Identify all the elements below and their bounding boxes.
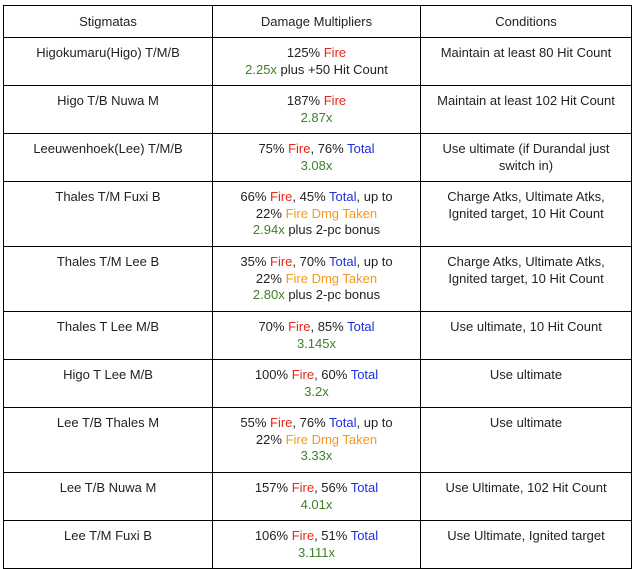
table-row: Leeuwenhoek(Lee) T/M/B 75% Fire, 76% Tot… [3,133,632,182]
fire-dmg-taken-line: 22% Fire Dmg Taken [255,270,378,286]
condition-cell: Charge Atks, Ultimate Atks, Ignited targ… [420,246,632,312]
damage-multiplier-cell: 125% Fire 2.25x plus +50 Hit Count [212,37,421,86]
table-row: Lee T/B Thales M 55% Fire, 76% Total, up… [3,407,632,473]
table-row: Lee T/B Nuwa M 157% Fire, 56% Total 4.01… [3,472,632,521]
damage-multiplier-cell: 55% Fire, 76% Total, up to 22% Fire Dmg … [212,407,421,473]
damage-multiplier-cell: 106% Fire, 51% Total 3.111x [212,520,421,569]
multiplier-total-line: 4.01x [218,497,415,514]
fire-label: Fire [323,93,347,108]
multiplier-total-line: 3.145x [218,336,415,353]
multiplier-value: 3.33x [300,448,333,463]
damage-multiplier-cell: 66% Fire, 45% Total, up to 22% Fire Dmg … [212,181,421,247]
damage-multiplier-cell: 157% Fire, 56% Total 4.01x [212,472,421,521]
multiplier-value: 2.87x [300,109,333,125]
fire-dmg-taken-line: 22% Fire Dmg Taken [255,205,378,221]
multiplier-total-line: 3.111x [218,545,415,562]
fire-dmg-taken-label: Fire Dmg Taken [285,270,378,286]
damage-multiplier-cell: 70% Fire, 85% Total 3.145x [212,311,421,360]
fire-label: Fire [288,141,311,156]
fire-label: Fire [323,45,347,60]
condition-cell: Use ultimate [420,359,632,408]
total-label: Total [350,367,379,382]
table-row: Thales T Lee M/B 70% Fire, 85% Total 3.1… [3,311,632,360]
multiplier-breakdown: 187% Fire [286,93,347,108]
table-row: Thales T/M Lee B 35% Fire, 70% Total, up… [3,246,632,312]
multiplier-value: 3.145x [296,335,337,351]
condition-cell: Use ultimate, 10 Hit Count [420,311,632,360]
multiplier-total-line: 3.33x [218,448,415,465]
fire-dmg-taken-line: 22% Fire Dmg Taken [255,431,378,447]
multiplier-total-line: 3.2x [218,384,415,401]
stigmata-cell: Thales T/M Fuxi B [3,181,213,247]
stigmata-cell: Higo T/B Nuwa M [3,85,213,134]
header-stigmatas: Stigmatas [3,5,213,38]
total-label: Total [329,189,357,204]
header-conditions: Conditions [420,5,632,38]
damage-multiplier-cell: 75% Fire, 76% Total 3.08x [212,133,421,182]
condition-cell: Use ultimate (if Durandal just switch in… [420,133,632,182]
stigmata-cell: Higo T Lee M/B [3,359,213,408]
multiplier-total-line: 2.87x [218,110,415,127]
fire-label: Fire [288,319,311,334]
stigmata-cell: Lee T/B Nuwa M [3,472,213,521]
total-label: Total [347,319,375,334]
multiplier-breakdown: 100% Fire, 60% Total [254,367,379,382]
table-row: Thales T/M Fuxi B 66% Fire, 45% Total, u… [3,181,632,247]
stigmata-cell: Lee T/B Thales M [3,407,213,473]
multiplier-breakdown: 75% Fire, 76% Total [258,141,375,156]
stigmata-comparison-table: Stigmatas Damage Multipliers Conditions … [3,5,632,569]
multiplier-breakdown: 157% Fire, 56% Total [254,480,379,495]
fire-label: Fire [270,415,293,430]
stigmata-cell: Leeuwenhoek(Lee) T/M/B [3,133,213,182]
table-row: Higokumaru(Higo) T/M/B 125% Fire 2.25x p… [3,37,632,86]
condition-cell: Maintain at least 80 Hit Count [420,37,632,86]
fire-label: Fire [270,254,293,269]
damage-multiplier-cell: 187% Fire 2.87x [212,85,421,134]
total-label: Total [350,480,379,495]
condition-cell: Use Ultimate, Ignited target [420,520,632,569]
multiplier-breakdown: 55% Fire, 76% Total, up to [240,415,393,430]
multiplier-value: 3.08x [300,157,333,173]
fire-label: Fire [270,189,293,204]
condition-cell: Maintain at least 102 Hit Count [420,85,632,134]
table-row: Higo T/B Nuwa M 187% Fire 2.87x Maintain… [3,85,632,134]
table-row: Lee T/M Fuxi B 106% Fire, 51% Total 3.11… [3,520,632,569]
multiplier-total-line: 3.08x [218,158,415,175]
stigmata-cell: Thales T/M Lee B [3,246,213,312]
stigmata-cell: Higokumaru(Higo) T/M/B [3,37,213,86]
multiplier-value: 3.111x [297,544,336,560]
stigmata-cell: Thales T Lee M/B [3,311,213,360]
total-label: Total [329,415,357,430]
damage-multiplier-cell: 35% Fire, 70% Total, up to 22% Fire Dmg … [212,246,421,312]
fire-label: Fire [291,480,315,495]
multiplier-total-line: 2.80x plus 2-pc bonus [252,287,381,302]
multiplier-value: 4.01x [300,496,333,512]
fire-dmg-taken-label: Fire Dmg Taken [285,431,378,447]
damage-multiplier-cell: 100% Fire, 60% Total 3.2x [212,359,421,408]
condition-cell: Use Ultimate, 102 Hit Count [420,472,632,521]
stigmata-cell: Lee T/M Fuxi B [3,520,213,569]
header-damage-multipliers: Damage Multipliers [212,5,421,38]
multiplier-value: 2.25x [245,61,277,77]
multiplier-breakdown: 125% Fire [286,45,347,60]
table-row: Higo T Lee M/B 100% Fire, 60% Total 3.2x… [3,359,632,408]
condition-cell: Charge Atks, Ultimate Atks, Ignited targ… [420,181,632,247]
total-label: Total [350,528,379,543]
multiplier-value: 2.94x [252,222,285,237]
multiplier-value: 3.2x [304,383,329,399]
multiplier-breakdown: 66% Fire, 45% Total, up to [240,189,393,204]
total-label: Total [347,141,375,156]
multiplier-total-line: 2.25x plus +50 Hit Count [245,61,388,77]
multiplier-breakdown: 35% Fire, 70% Total, up to [240,254,393,269]
fire-label: Fire [291,367,315,382]
fire-dmg-taken-label: Fire Dmg Taken [285,205,378,221]
multiplier-breakdown: 70% Fire, 85% Total [258,319,375,334]
total-label: Total [329,254,357,269]
header-row: Stigmatas Damage Multipliers Conditions [3,5,632,38]
multiplier-breakdown: 106% Fire, 51% Total [254,528,379,543]
condition-cell: Use ultimate [420,407,632,473]
fire-label: Fire [291,528,315,543]
multiplier-total-line: 2.94x plus 2-pc bonus [252,222,381,237]
multiplier-value: 2.80x [252,287,285,302]
